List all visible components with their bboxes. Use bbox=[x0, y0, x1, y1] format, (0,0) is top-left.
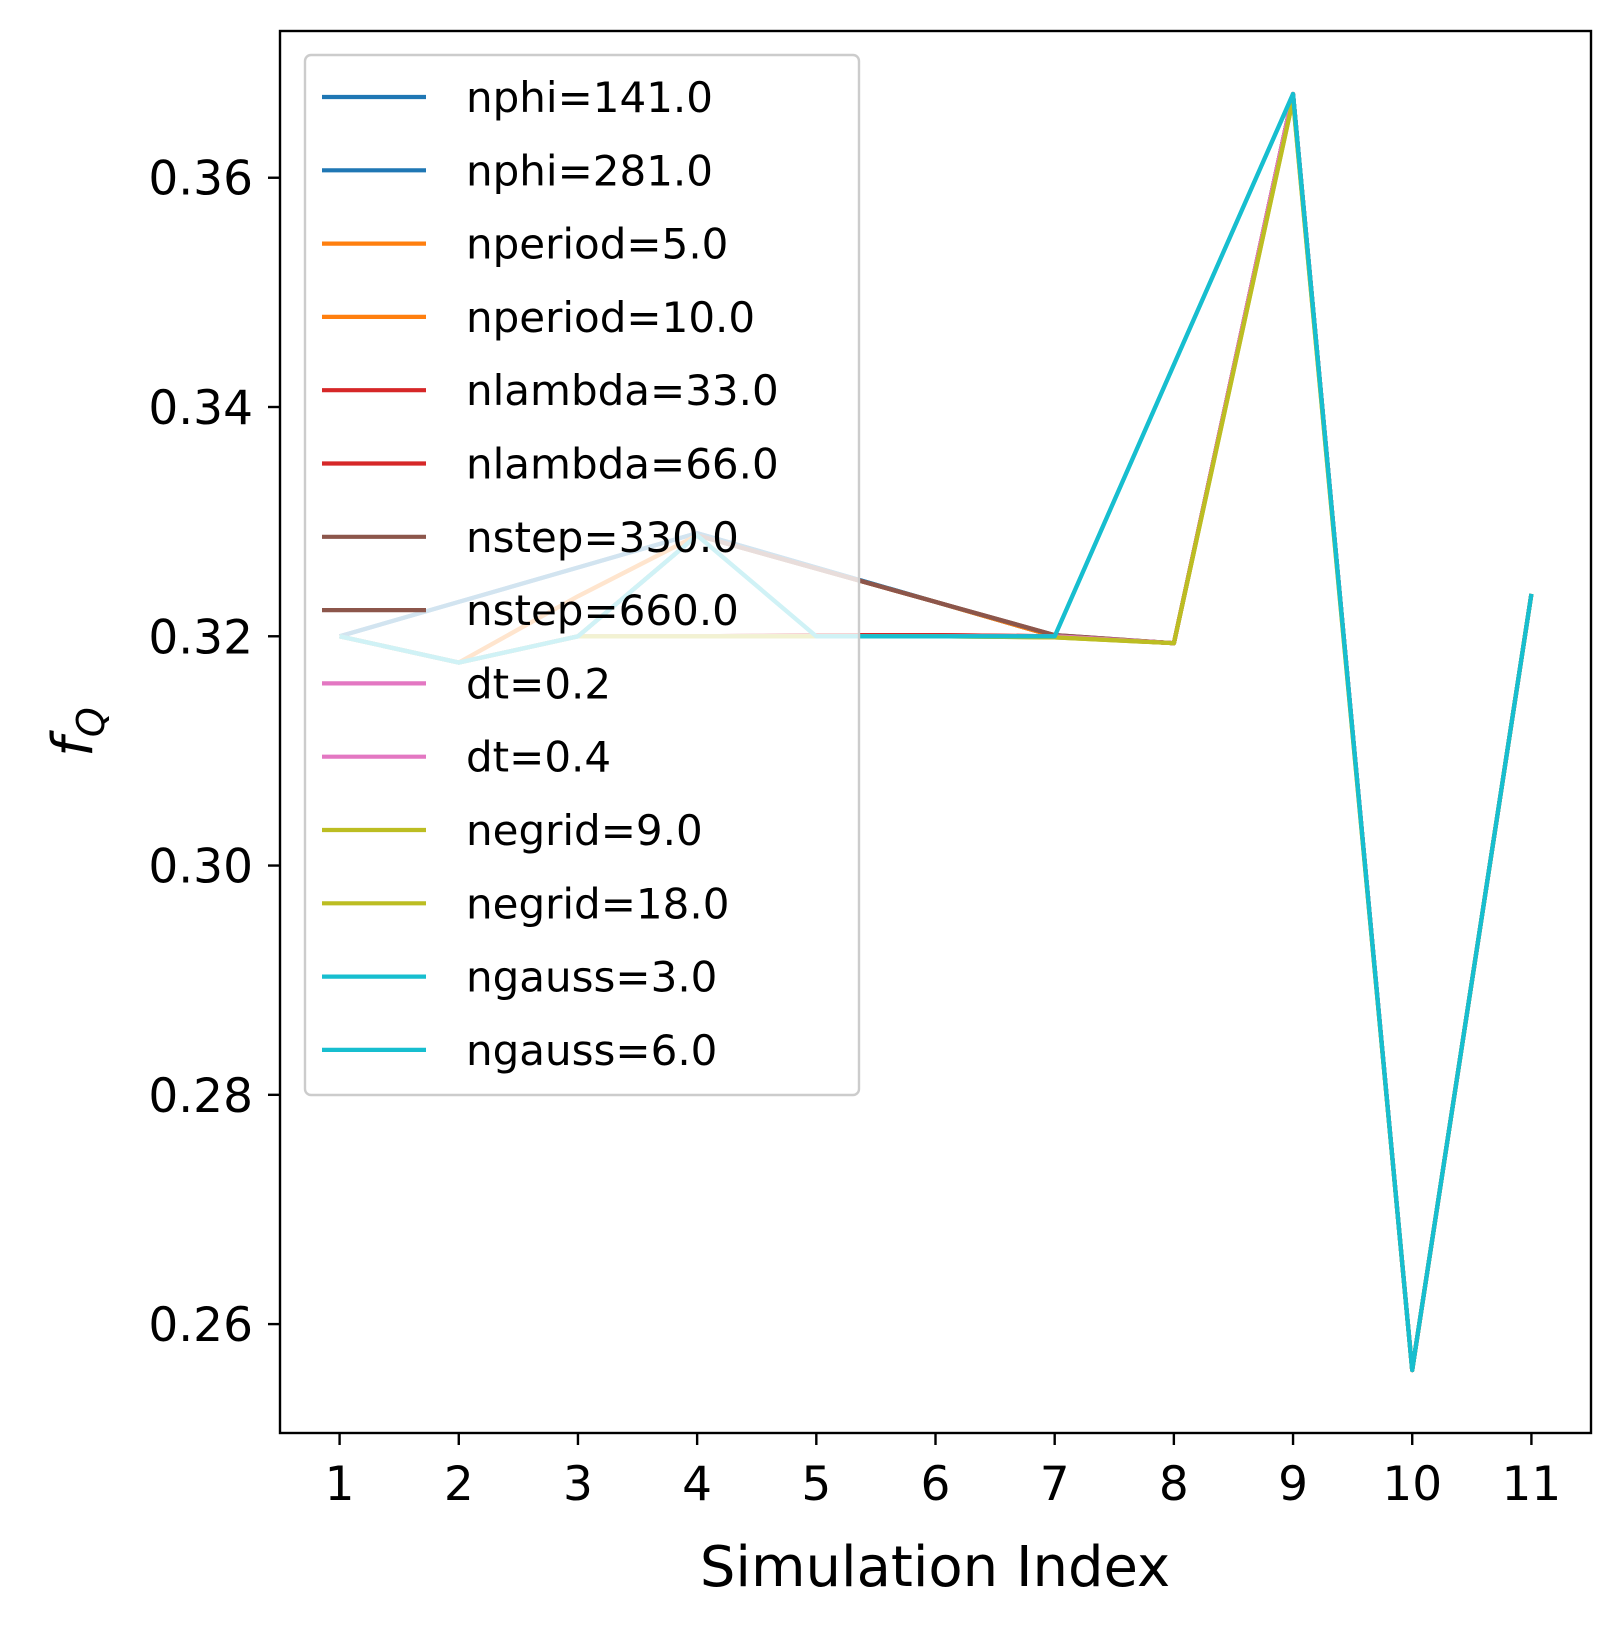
x-tick-label-6: 6 bbox=[921, 1457, 951, 1512]
x-tick-label-9: 9 bbox=[1278, 1457, 1308, 1512]
legend-label-13: ngauss=3.0 bbox=[466, 953, 717, 1002]
legend-label-12: negrid=18.0 bbox=[466, 879, 729, 928]
x-tick-label-10: 10 bbox=[1382, 1457, 1442, 1512]
y-tick-label-1: 0.28 bbox=[148, 1069, 253, 1124]
x-tick-label-2: 2 bbox=[444, 1457, 474, 1512]
legend-label-8: nstep=660.0 bbox=[466, 586, 739, 635]
legend: nphi=141.0 nphi=281.0 nperiod=5.0 nperiod=1… bbox=[303, 53, 861, 1097]
x-tick-label-1: 1 bbox=[325, 1457, 355, 1512]
legend-box bbox=[303, 53, 861, 1097]
legend-label-5: nlambda=33.0 bbox=[466, 366, 779, 415]
x-tick-label-11: 11 bbox=[1502, 1457, 1562, 1512]
x-tick-label-8: 8 bbox=[1159, 1457, 1189, 1512]
y-axis-title: fQ bbox=[41, 707, 113, 757]
legend-label-9: dt=0.2 bbox=[466, 659, 611, 708]
legend-entries: nphi=141.0 nphi=281.0 nperiod=5.0 nperiod=1… bbox=[322, 73, 779, 1075]
y-tick-label-2: 0.30 bbox=[148, 840, 253, 895]
x-axis-title: Simulation Index bbox=[700, 1535, 1170, 1600]
legend-label-2: nphi=281.0 bbox=[466, 146, 713, 195]
x-axis: 1 2 3 4 5 6 7 8 9 10 11 bbox=[325, 1433, 1562, 1512]
y-tick-label-0: 0.26 bbox=[148, 1298, 253, 1353]
y-tick-label-5: 0.36 bbox=[148, 152, 253, 207]
legend-label-7: nstep=330.0 bbox=[466, 513, 739, 562]
x-tick-label-4: 4 bbox=[682, 1457, 712, 1512]
x-tick-label-3: 3 bbox=[563, 1457, 593, 1512]
y-tick-label-4: 0.34 bbox=[148, 381, 253, 436]
legend-label-3: nperiod=5.0 bbox=[466, 220, 728, 269]
legend-label-10: dt=0.4 bbox=[466, 733, 611, 782]
x-tick-label-5: 5 bbox=[801, 1457, 831, 1512]
legend-label-14: ngauss=6.0 bbox=[466, 1026, 717, 1075]
y-tick-label-3: 0.32 bbox=[148, 610, 253, 665]
legend-label-6: nlambda=66.0 bbox=[466, 440, 779, 489]
x-tick-label-7: 7 bbox=[1040, 1457, 1070, 1512]
legend-label-11: negrid=9.0 bbox=[466, 806, 703, 855]
legend-label-1: nphi=141.0 bbox=[466, 73, 713, 122]
legend-label-4: nperiod=10.0 bbox=[466, 293, 755, 342]
y-axis-title-subscript: Q bbox=[69, 707, 113, 737]
y-axis: 0.26 0.28 0.30 0.32 0.34 0.36 bbox=[148, 152, 280, 1353]
